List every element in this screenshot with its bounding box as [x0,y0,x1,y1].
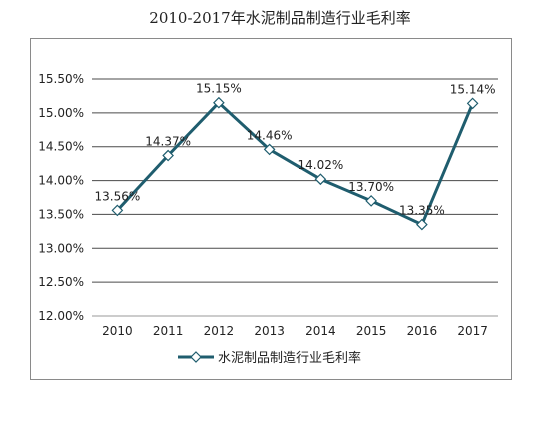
data-point-marker [213,96,225,109]
y-tick-label: 12.00% [38,309,84,323]
data-point-marker [314,173,327,186]
y-tick-label: 15.50% [38,72,84,86]
y-tick-label: 13.50% [38,207,84,221]
x-tick-label: 2012 [204,324,235,338]
data-point-marker [365,195,377,207]
chart-title: 2010-2017年水泥制品制造行业毛利率 [149,9,411,27]
x-tick-label: 2016 [407,324,438,338]
data-label: 13.35% [399,204,445,218]
x-tick-label: 2014 [305,324,336,338]
data-label: 14.02% [297,158,343,172]
data-label: 14.37% [145,135,191,149]
legend-label: 水泥制品制造行业毛利率 [218,350,361,366]
data-label: 15.15% [196,82,242,96]
legend-marker [190,351,202,363]
y-tick-label: 14.00% [38,174,84,188]
chart-frame [30,38,512,380]
y-tick-label: 14.50% [38,140,84,154]
data-point-marker [162,149,174,162]
data-label: 13.70% [348,180,394,194]
data-label: 13.56% [94,189,140,203]
data-point-marker [416,218,428,231]
data-point-marker [263,143,276,156]
y-tick-label: 15.00% [38,106,84,120]
x-tick-label: 2015 [356,324,387,338]
data-point-marker [111,204,124,217]
data-point-marker [466,97,479,110]
y-tick-label: 12.50% [38,275,84,289]
y-tick-label: 13.00% [38,241,84,255]
x-tick-label: 2011 [153,324,184,338]
series-line [116,101,475,227]
data-label: 15.14% [450,82,496,96]
x-tick-label: 2013 [254,324,285,338]
data-label: 14.46% [247,128,293,142]
x-tick-label: 2010 [102,324,133,338]
x-tick-label: 2017 [457,324,488,338]
